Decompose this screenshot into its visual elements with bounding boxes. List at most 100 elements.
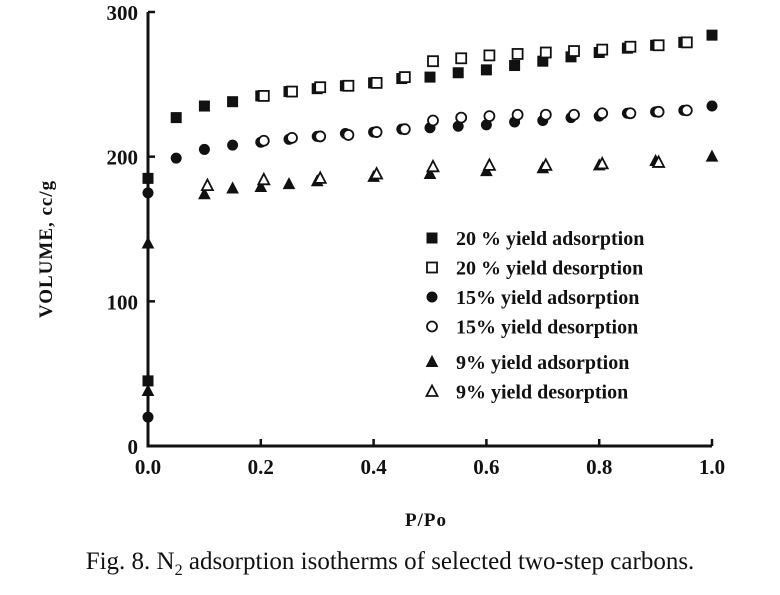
data-point bbox=[651, 154, 666, 168]
data-point bbox=[652, 39, 665, 52]
data-point bbox=[227, 96, 239, 108]
data-point bbox=[226, 181, 239, 194]
data-point bbox=[370, 126, 383, 138]
caption-prefix: Fig. 8. N bbox=[85, 548, 175, 575]
data-point bbox=[342, 79, 355, 92]
data-point bbox=[141, 383, 155, 397]
data-point bbox=[142, 411, 154, 423]
data-point bbox=[426, 158, 440, 173]
x-tick-label: 1.0 bbox=[699, 455, 725, 479]
y-tick-label: 0 bbox=[128, 435, 139, 459]
caption-subscript: 2 bbox=[174, 562, 183, 579]
legend-label: 20 % yield adsorption bbox=[456, 228, 644, 250]
data-point bbox=[314, 130, 327, 143]
data-point bbox=[680, 36, 693, 49]
x-tick-label: 0.6 bbox=[473, 455, 499, 479]
data-point bbox=[455, 111, 468, 124]
data-point bbox=[511, 48, 524, 60]
x-tick-label: 0.8 bbox=[586, 455, 612, 479]
data-point bbox=[423, 166, 437, 180]
plot-axes bbox=[146, 12, 712, 448]
x-tick-label: 0.4 bbox=[360, 455, 387, 479]
y-tick-label: 200 bbox=[107, 146, 139, 170]
figure-caption: Fig. 8. N2 adsorption isotherms of selec… bbox=[0, 548, 780, 580]
data-point bbox=[624, 40, 637, 53]
data-point bbox=[483, 110, 496, 123]
data-point bbox=[480, 64, 492, 76]
data-point bbox=[452, 67, 464, 79]
y-tick-label: 100 bbox=[107, 290, 139, 314]
data-point bbox=[257, 134, 270, 147]
data-point bbox=[313, 170, 328, 184]
legend-marker bbox=[425, 354, 439, 367]
data-point bbox=[624, 107, 637, 120]
data-point bbox=[568, 45, 580, 57]
legend-marker bbox=[425, 383, 439, 397]
data-point bbox=[286, 85, 298, 98]
data-point bbox=[595, 155, 610, 170]
data-point bbox=[141, 236, 155, 249]
data-point bbox=[170, 152, 182, 164]
data-point bbox=[705, 149, 719, 162]
x-tick-label: 0.0 bbox=[135, 455, 161, 479]
data-point bbox=[370, 76, 383, 89]
data-point bbox=[455, 52, 468, 65]
axis-ticks: 0.0 0.2 0.4 0.6 0.8 1.0 0 100 200 300 bbox=[107, 1, 726, 479]
data-point bbox=[424, 71, 436, 83]
x-tick-label: 0.2 bbox=[248, 455, 274, 479]
data-point bbox=[483, 49, 496, 62]
data-point bbox=[200, 177, 215, 192]
data-point bbox=[170, 112, 182, 124]
data-point bbox=[596, 43, 609, 56]
data-point bbox=[568, 108, 580, 121]
data-point bbox=[539, 108, 552, 121]
data-point bbox=[652, 105, 665, 118]
data-point bbox=[427, 114, 439, 127]
series-1 bbox=[257, 36, 693, 102]
data-point bbox=[511, 108, 524, 121]
caption-suffix: adsorption isotherms of selected two-ste… bbox=[182, 548, 695, 575]
data-point bbox=[257, 90, 270, 102]
data-point bbox=[286, 131, 298, 144]
isotherm-chart: 0.0 0.2 0.4 0.6 0.8 1.0 0 100 200 300 20 % yield … bbox=[36, 1, 726, 531]
legend-marker bbox=[426, 320, 438, 333]
data-point bbox=[482, 157, 497, 171]
y-tick-label: 300 bbox=[107, 1, 139, 25]
data-point bbox=[256, 171, 271, 186]
data-point bbox=[706, 100, 718, 112]
legend-label: 9% yield desorption bbox=[456, 382, 628, 404]
data-point bbox=[539, 46, 552, 59]
data-point bbox=[538, 157, 553, 171]
series-5 bbox=[200, 154, 666, 192]
data-point bbox=[706, 29, 718, 41]
data-points bbox=[141, 29, 719, 423]
data-point bbox=[342, 129, 355, 141]
legend-marker bbox=[426, 261, 438, 274]
legend-label: 20 % yield desorption bbox=[456, 258, 643, 280]
data-point bbox=[314, 81, 327, 94]
data-point bbox=[427, 55, 439, 68]
data-point bbox=[198, 100, 210, 112]
data-point bbox=[596, 107, 609, 120]
x-axis-title: P/Po bbox=[405, 510, 447, 531]
data-point bbox=[282, 177, 296, 190]
legend: 20 % yield adsorption 20 % yield desorpti… bbox=[425, 228, 644, 404]
data-point bbox=[142, 172, 154, 184]
series-3 bbox=[257, 104, 693, 147]
data-point bbox=[198, 187, 211, 200]
legend-label: 15% yield adsorption bbox=[456, 287, 639, 309]
y-axis-title: VOLUME, cc/g bbox=[36, 180, 57, 318]
legend-label: 9% yield adsorption bbox=[456, 352, 629, 374]
legend-marker bbox=[426, 232, 438, 244]
data-point bbox=[398, 123, 411, 136]
data-point bbox=[227, 139, 239, 151]
data-point bbox=[254, 179, 268, 193]
legend-marker bbox=[426, 291, 438, 303]
legend-label: 15% yield desorption bbox=[456, 317, 638, 339]
data-point bbox=[509, 60, 521, 72]
data-point bbox=[198, 143, 210, 155]
data-point bbox=[369, 166, 384, 180]
data-point bbox=[398, 71, 411, 83]
data-point bbox=[142, 187, 154, 199]
data-point bbox=[680, 104, 693, 117]
